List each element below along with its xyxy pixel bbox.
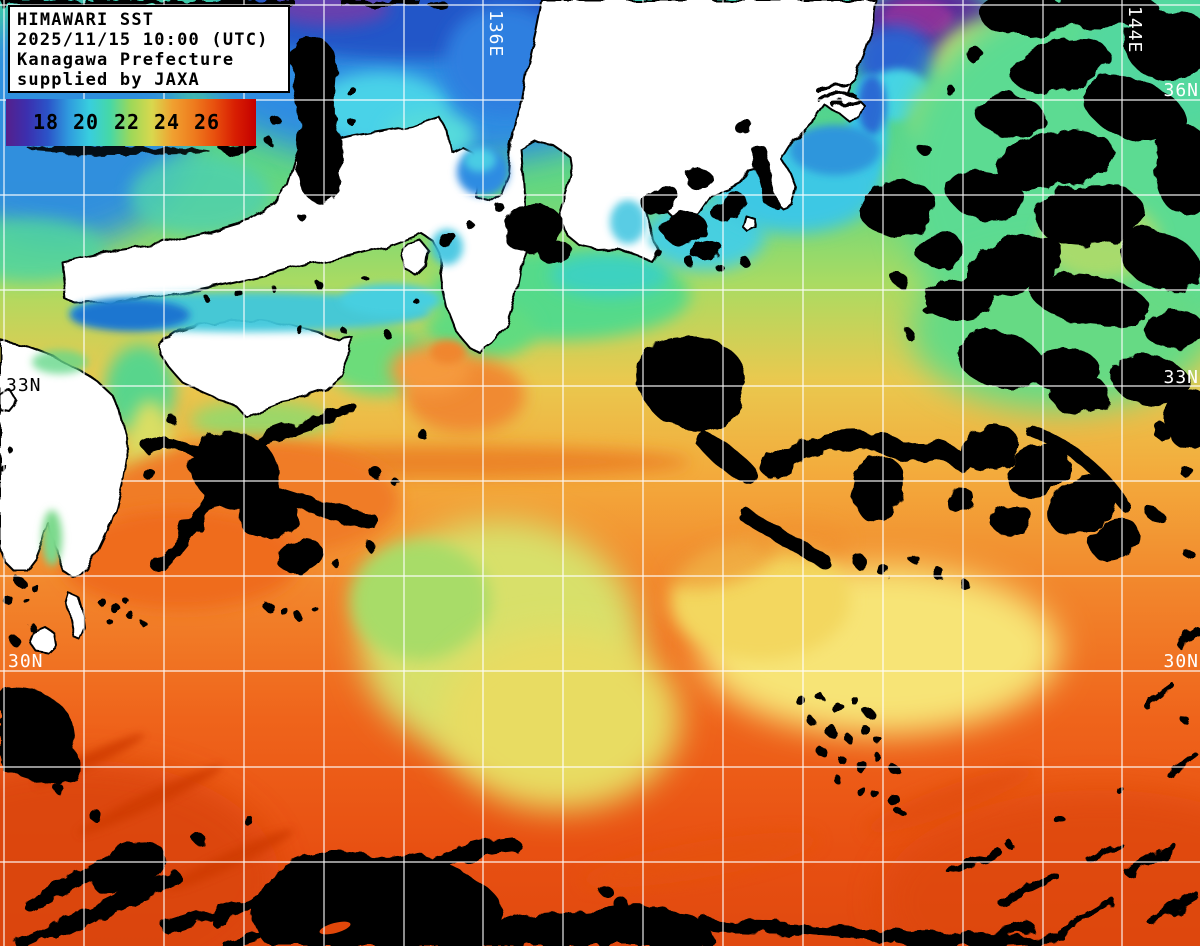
land-izu-oshima [742,215,758,234]
colorbar-gradient: 18 20 22 24 26 [6,99,256,146]
product-title: HIMAWARI SST [17,10,155,30]
colorbar-tick-24: 24 [153,110,181,134]
parallel-label-33n-right: 33N [1163,367,1199,388]
grid-labels: 136E 144E 36N 33N 30N 33N 30N [6,6,1199,672]
data-credit: supplied by JAXA [17,70,200,90]
land-awaji [401,239,429,277]
meridian-label-144e: 144E [1124,6,1145,53]
colorbar-tick-20: 20 [72,110,100,134]
land-tanegashima [66,593,86,641]
parallel-label-36n-right: 36N [1163,80,1199,101]
parallel-label-30n-right: 30N [1163,651,1199,672]
meridian-label-136e: 136E [485,10,506,57]
title-box: HIMAWARI SST 2025/11/15 10:00 (UTC) Kana… [8,5,290,93]
colorbar-tick-22: 22 [113,110,141,134]
bay-water-layer [32,148,672,566]
observation-datetime: 2025/11/15 10:00 (UTC) [17,30,269,50]
parallel-label-30n-left: 30N [8,651,44,672]
land-kyushu [0,339,128,579]
land-yakushima [28,626,57,654]
colorbar-tick-26: 26 [193,110,221,134]
cloud-gap-warm-streak [319,921,351,935]
colorbar-tick-18: 18 [32,110,60,134]
grid-parallels [0,4,1200,863]
region-name: Kanagawa Prefecture [17,50,235,70]
grid-meridians [3,0,1123,946]
parallel-label-33n-left: 33N [6,375,42,396]
